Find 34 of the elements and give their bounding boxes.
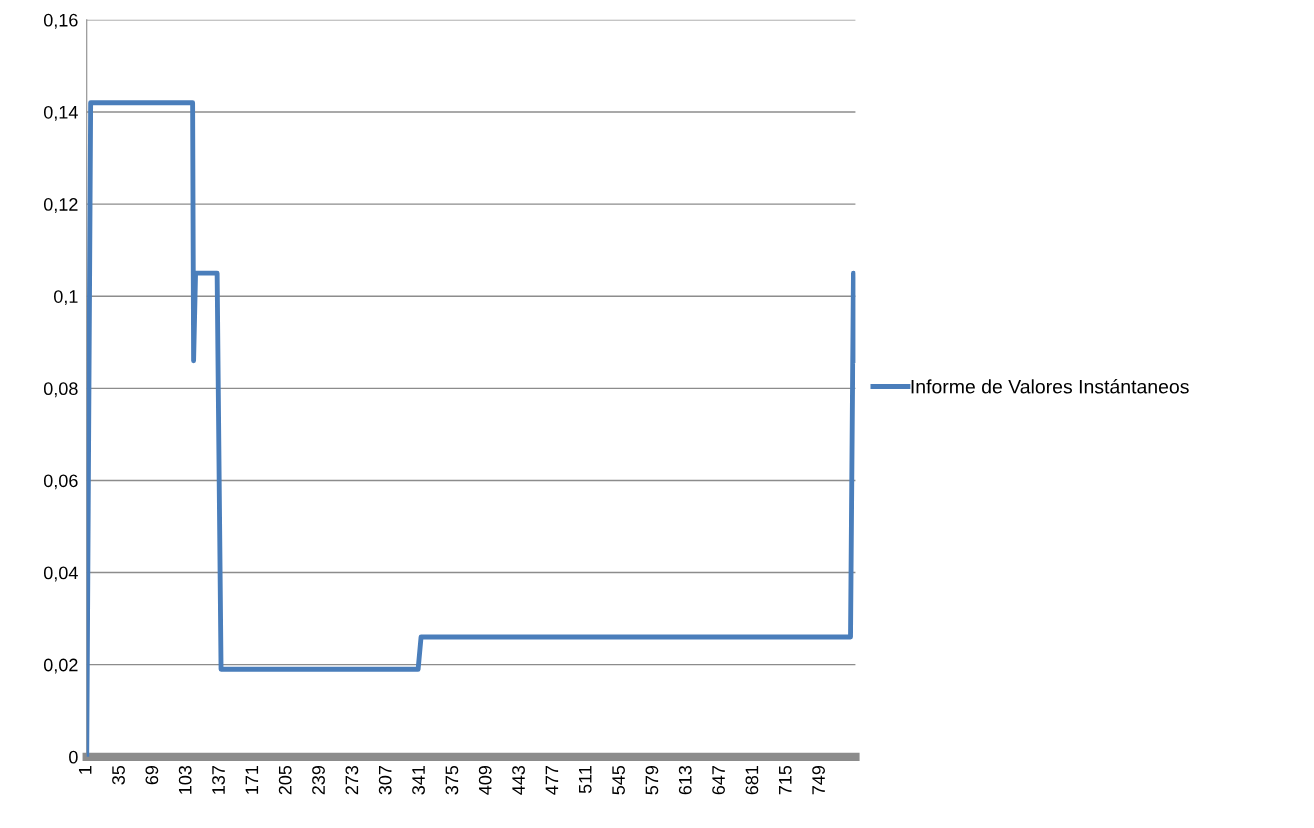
x-tick-label: 103: [178, 765, 192, 794]
legend-label: Informe de Valores Instántaneos: [911, 379, 1189, 394]
x-tick-label: 409: [478, 765, 492, 795]
y-tick-label: 0: [69, 750, 78, 764]
y-tick-label: 0,04: [43, 566, 78, 582]
x-tick-label: 613: [678, 765, 692, 795]
y-tick-label: 0,16: [43, 13, 78, 29]
y-tick-label: 0,12: [43, 198, 78, 213]
x-tick-label: 647: [712, 766, 725, 795]
y-tick-label: 0,14: [43, 105, 78, 121]
x-tick-label: 307: [378, 766, 392, 795]
y-tick-label: 0,06: [43, 474, 78, 490]
x-tick-label: 205: [278, 765, 292, 795]
x-tick-label: 35: [112, 765, 125, 785]
x-tick-label: 341: [412, 766, 425, 795]
y-tick-label: 0,02: [43, 658, 78, 674]
x-tick-label: 69: [145, 765, 159, 785]
y-tick-label: 0,1: [54, 290, 78, 306]
x-tick-label: 715: [779, 765, 792, 795]
x-tick-label: 137: [212, 766, 225, 794]
x-tick-label: 749: [812, 765, 825, 795]
x-tick-label: 511: [579, 766, 592, 794]
x-tick-label: 443: [512, 765, 525, 795]
y-tick-label: 0,08: [43, 382, 78, 398]
x-tick-label: 579: [645, 765, 659, 795]
x-tick-label: 1: [78, 766, 92, 774]
x-tick-label: 477: [545, 766, 559, 795]
x-tick-label: 681: [745, 766, 759, 795]
x-tick-label: 273: [345, 765, 359, 795]
x-tick-label: 171: [245, 766, 259, 794]
x-tick-label: 239: [312, 765, 325, 795]
x-tick-label: 545: [612, 765, 625, 795]
line-series: [86, 100, 856, 757]
x-tick-label: 375: [445, 765, 459, 795]
